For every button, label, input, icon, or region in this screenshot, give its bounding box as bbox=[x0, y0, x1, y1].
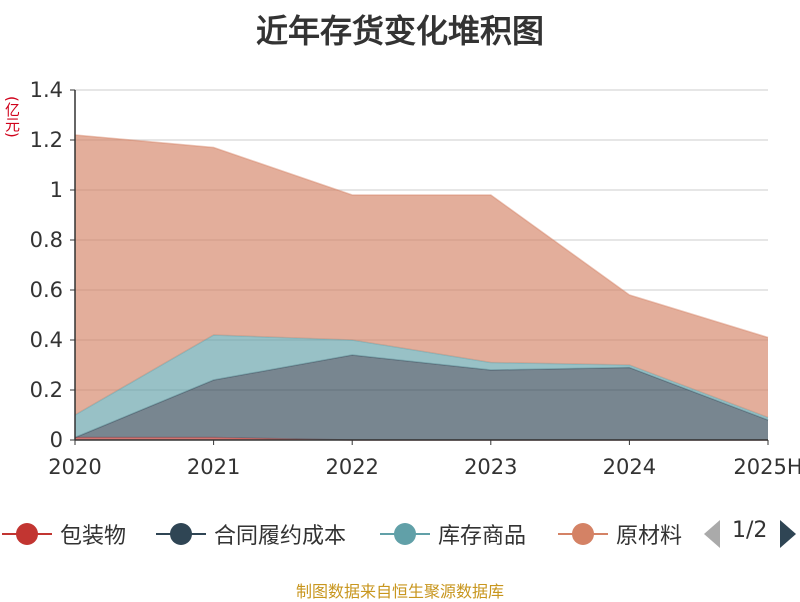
legend-label: 原材料 bbox=[616, 524, 683, 549]
x-tick-label: 2025H bbox=[733, 455, 800, 479]
x-tick-label: 2022 bbox=[325, 455, 378, 479]
legend-next-page-icon[interactable] bbox=[780, 520, 796, 548]
legend-label: 库存商品 bbox=[438, 524, 527, 549]
legend-swatch-icon bbox=[2, 514, 52, 554]
area-3-edge bbox=[74, 134, 769, 339]
legend-swatch-icon bbox=[156, 514, 206, 554]
y-tick-label: 1.2 bbox=[30, 128, 63, 152]
y-tick-label: 0.2 bbox=[30, 378, 63, 402]
legend-swatch-icon bbox=[558, 514, 608, 554]
tick-labels: 0 0.2 0.4 0.6 0.8 1 1.2 1.4 2020 2021 2022 2023 2024… bbox=[30, 78, 800, 479]
x-tick-label: 2020 bbox=[48, 455, 101, 479]
legend-swatch-dot bbox=[170, 523, 192, 545]
legend-prev-page-icon[interactable] bbox=[704, 520, 720, 548]
legend-swatch-dot bbox=[16, 523, 38, 545]
axes bbox=[70, 89, 769, 445]
data-source-note: 制图数据来自恒生聚源数据库 bbox=[295, 582, 504, 601]
legend-label: 包装物 bbox=[60, 524, 127, 549]
legend-label: 合同履约成本 bbox=[214, 524, 347, 549]
legend-item[interactable]: 合同履约成本 bbox=[156, 514, 346, 554]
y-axis-unit: (亿元) bbox=[3, 96, 21, 138]
legend-swatch-dot bbox=[394, 523, 416, 545]
y-tick-label: 0.8 bbox=[30, 228, 63, 252]
x-tick-label: 2024 bbox=[603, 455, 656, 479]
legend-swatch-dot bbox=[572, 523, 594, 545]
y-tick-label: 1.4 bbox=[30, 78, 63, 102]
chart-title: 近年存货变化堆积图 bbox=[255, 12, 544, 50]
legend-page-indicator: 1/2 bbox=[732, 518, 768, 543]
area-2 bbox=[75, 335, 768, 438]
legend-item[interactable]: 包装物 bbox=[2, 514, 126, 554]
x-tick-label: 2021 bbox=[187, 455, 240, 479]
y-tick-label: 0 bbox=[50, 428, 63, 452]
legend-item[interactable]: 库存商品 bbox=[380, 514, 526, 554]
area-series bbox=[74, 134, 769, 441]
area-1 bbox=[75, 355, 768, 440]
legend-swatch-icon bbox=[380, 514, 430, 554]
y-tick-label: 0.6 bbox=[30, 278, 63, 302]
x-tick-label: 2023 bbox=[464, 455, 517, 479]
legend: 包装物 合同履约成本 库存商品 原材料 bbox=[0, 514, 800, 554]
legend-pager: 1/2 bbox=[700, 514, 800, 554]
y-tick-label: 1 bbox=[50, 178, 63, 202]
y-tick-label: 0.4 bbox=[30, 328, 63, 352]
area-3 bbox=[75, 135, 768, 418]
legend-item[interactable]: 原材料 bbox=[558, 514, 682, 554]
